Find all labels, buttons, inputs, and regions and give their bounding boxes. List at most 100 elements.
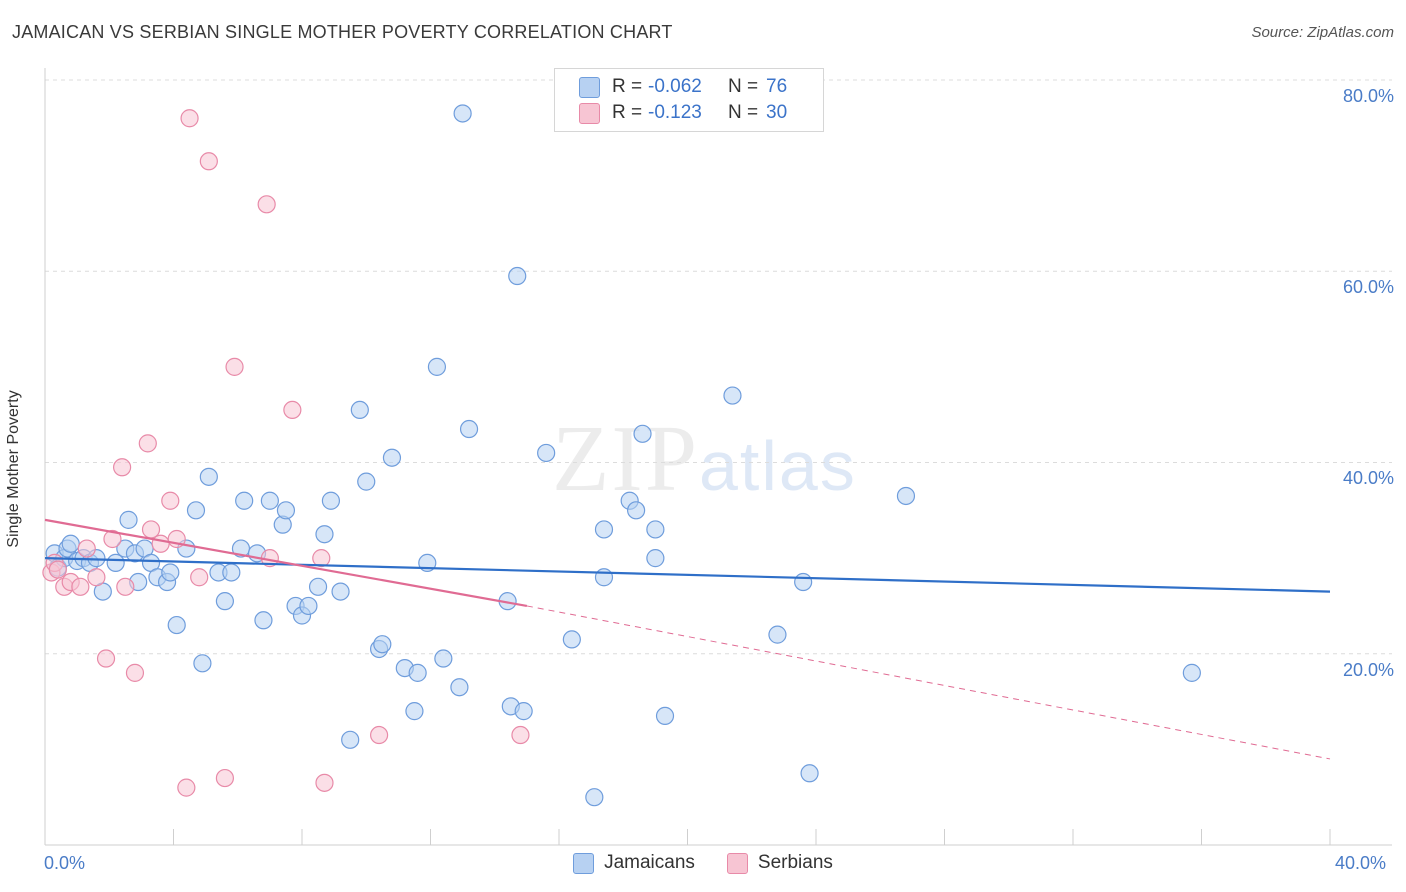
n-value: 76 <box>766 76 788 97</box>
n-label: N = <box>728 102 759 123</box>
y-tick-60: 60.0% <box>1342 277 1394 297</box>
jamaicans-point <box>626 501 646 520</box>
series-legend: Jamaicans Serbians <box>0 852 1406 874</box>
jamaicans-point <box>655 706 675 726</box>
jamaicans-point <box>646 549 665 568</box>
jamaicans-point <box>768 625 787 644</box>
jamaicans-point <box>896 486 916 506</box>
jamaicans-point <box>633 424 652 443</box>
serbians-point <box>215 768 234 788</box>
serbians-swatch <box>726 852 748 874</box>
jamaicans-point <box>61 534 80 553</box>
jamaicans-point <box>594 568 614 587</box>
jamaicans-point <box>299 596 318 616</box>
n-label: N = <box>728 76 759 97</box>
jamaicans-swatch <box>573 852 595 874</box>
jamaicans-point <box>215 592 234 611</box>
serbians-point <box>112 458 132 477</box>
serbians-point <box>312 549 331 568</box>
serbians-point <box>511 725 530 745</box>
chart-title: JAMAICAN VS SERBIAN SINGLE MOTHER POVERT… <box>12 22 673 42</box>
serbians-trendline <box>44 518 528 608</box>
jamaicans-point <box>408 663 427 682</box>
serbians-point <box>161 491 180 510</box>
jamaicans-point <box>800 764 819 783</box>
y-tick-40: 40.0% <box>1342 468 1394 488</box>
serbians-point <box>257 195 276 214</box>
jamaicans-point <box>427 357 447 376</box>
jamaicans-point <box>321 491 341 510</box>
jamaicans-point <box>537 443 556 463</box>
jamaicans-point <box>646 520 665 539</box>
jamaicans-point <box>186 501 206 520</box>
serbians-point <box>125 663 145 682</box>
jamaicans-point <box>193 654 212 673</box>
serbians-point <box>151 534 170 553</box>
serbians-point <box>116 577 135 596</box>
legend-label-serbians: Serbians <box>757 852 833 873</box>
jamaicans-point <box>341 730 360 749</box>
jamaicans-point <box>459 419 479 439</box>
legend-item-jamaicans[interactable]: Jamaicans <box>573 852 695 874</box>
jamaicans-point <box>315 525 334 544</box>
serbians-point <box>77 539 96 558</box>
x-tick-40: 40.0% <box>1335 853 1387 873</box>
y-tick-80: 80.0% <box>1342 86 1394 106</box>
jamaicans-trendline <box>44 557 1331 593</box>
stats-legend: R = -0.062 N = 76 R = -0.123 N = 30 <box>554 68 824 132</box>
jamaicans-point <box>276 501 296 520</box>
serbians-point <box>87 568 106 587</box>
n-value: 30 <box>766 102 788 123</box>
jamaicans-swatch <box>579 76 600 98</box>
legend-row-jamaicans: R = -0.062 N = 76 <box>579 75 787 99</box>
r-label: R = <box>612 76 643 97</box>
jamaicans-point <box>161 563 180 582</box>
serbians-point <box>48 560 67 579</box>
jamaicans-point <box>222 563 241 582</box>
legend-label-jamaicans: Jamaicans <box>604 852 695 873</box>
jamaicans-point <box>357 472 376 491</box>
serbians-point <box>138 434 157 453</box>
jamaicans-point <box>199 467 218 486</box>
jamaicans-point <box>308 577 328 596</box>
jamaicans-point <box>350 400 369 420</box>
serbians-point <box>71 577 90 596</box>
r-label: R = <box>612 102 643 123</box>
r-value: -0.062 <box>648 76 702 97</box>
jamaicans-point <box>594 520 614 539</box>
jamaicans-point <box>450 678 469 697</box>
serbians-point <box>199 152 218 171</box>
watermark-atlas: atlas <box>699 427 857 505</box>
r-value: -0.123 <box>648 102 702 123</box>
jamaicans-point <box>723 386 742 405</box>
jamaicans-point <box>331 582 350 601</box>
jamaicans-point <box>235 491 254 510</box>
serbians-point <box>180 109 199 128</box>
serbians-point <box>141 520 161 539</box>
jamaicans-point <box>405 702 424 721</box>
serbians-point <box>177 778 196 797</box>
jamaicans-point <box>514 702 533 721</box>
serbians-point <box>283 400 302 420</box>
serbians-trendline-extension <box>526 605 1331 760</box>
jamaicans-point <box>119 510 138 529</box>
serbians-point <box>225 357 244 376</box>
x-tick-0: 0.0% <box>44 853 86 873</box>
jamaicans-point <box>106 553 125 573</box>
y-axis-label: Single Mother Poverty <box>5 390 22 548</box>
jamaicans-point <box>508 266 527 286</box>
legend-item-serbians[interactable]: Serbians <box>726 852 833 874</box>
serbians-swatch <box>579 102 600 124</box>
jamaicans-point <box>453 104 472 123</box>
legend-row-serbians: R = -0.123 N = 30 <box>579 101 787 125</box>
serbians-point <box>96 649 116 668</box>
jamaicans-point <box>1182 663 1201 682</box>
jamaicans-point <box>585 788 604 807</box>
serbians-point <box>370 725 389 745</box>
jamaicans-point <box>167 615 186 635</box>
serbians-point <box>103 529 122 549</box>
jamaicans-point <box>382 448 402 467</box>
serbians-point <box>190 568 209 587</box>
jamaicans-point <box>254 611 273 630</box>
y-tick-20: 20.0% <box>1342 660 1394 680</box>
